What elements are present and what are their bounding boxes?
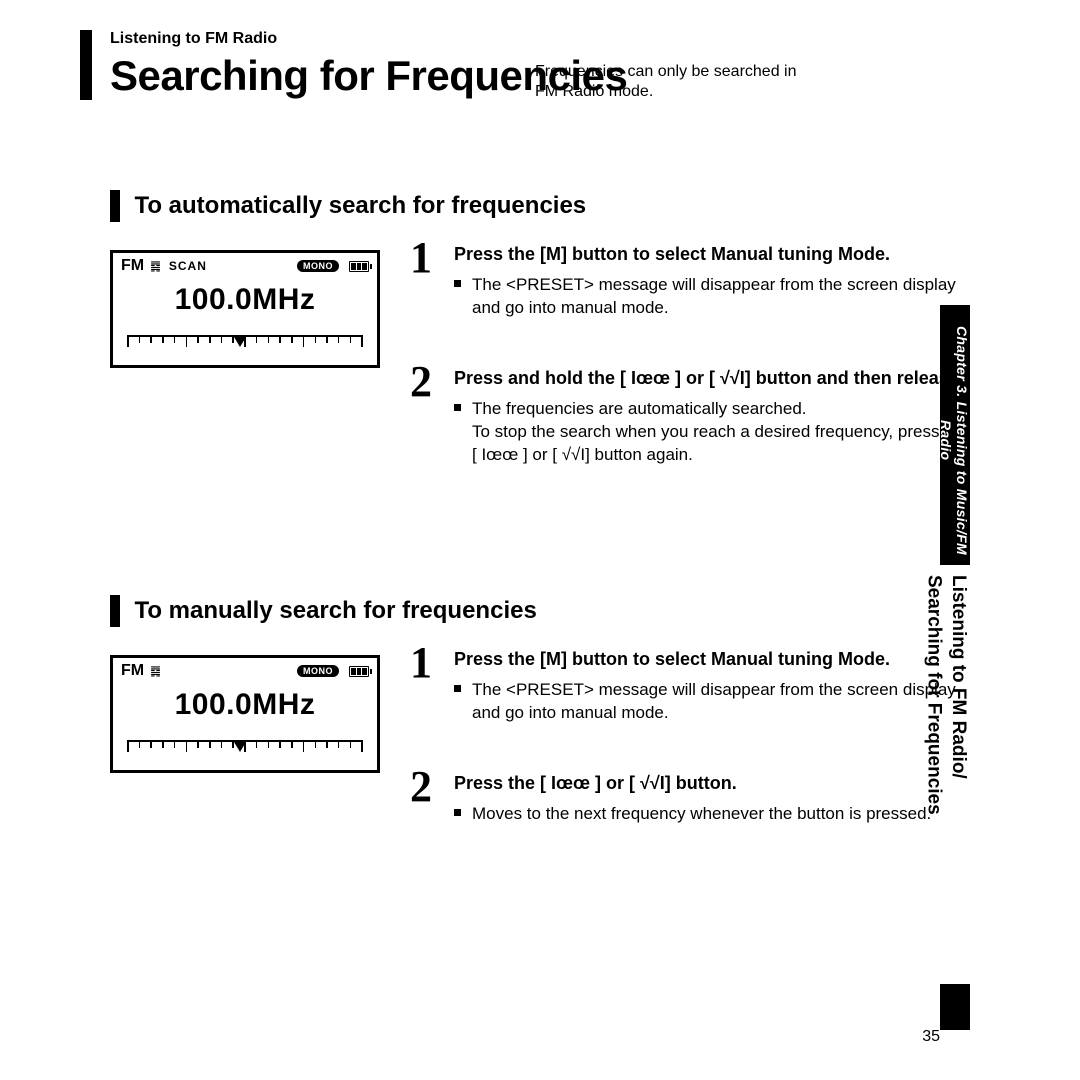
section-manual-search: To manually search for frequencies FM ䷸ … (110, 595, 537, 627)
header-accent-bar (80, 30, 92, 100)
step-heading: Press the [ Iœœ ] or [ √√I] button. (454, 771, 970, 795)
m-button-label: M (546, 647, 561, 671)
mono-badge: MONO (297, 260, 339, 272)
lcd-display-manual: FM ䷸ MONO 100.0MHz (110, 655, 380, 773)
lcd-status-bar: FM ䷸ SCAN MONO (113, 253, 377, 275)
frequency-readout: 100.0MHz (113, 283, 377, 317)
scan-label: SCAN (169, 259, 207, 273)
step-detail: The <PRESET> message will disappear from… (454, 679, 970, 725)
antenna-icon: ䷸ (150, 664, 161, 678)
tuning-marker-icon (234, 337, 246, 347)
step-number: 1 (410, 232, 432, 283)
side-tab: Chapter 3. Listening to Music/FM Radio L… (940, 305, 970, 925)
step-item: 1 Press the [M] button to select Manual … (410, 647, 970, 725)
step-detail: The frequencies are automatically search… (454, 398, 970, 467)
step-number: 1 (410, 637, 432, 688)
subtitle-line-1: Frequencies can only be searched in (535, 63, 797, 80)
step-item: 2 Press the [ Iœœ ] or [ √√I] button. Mo… (410, 771, 970, 826)
step-item: 2 Press and hold the [ Iœœ ] or [ √√I] b… (410, 366, 970, 467)
step-heading: Press the [M] button to select Manual tu… (454, 647, 970, 671)
section-title: To manually search for frequencies (134, 597, 536, 625)
lcd-status-bar: FM ䷸ MONO (113, 658, 377, 680)
fm-label: FM (121, 257, 144, 275)
steps-auto: 1 Press the [M] button to select Manual … (410, 242, 970, 497)
frequency-ruler (127, 740, 363, 760)
subtitle-line-2: FM Radio mode. (535, 83, 653, 100)
mono-badge: MONO (297, 665, 339, 677)
section-accent-bar (110, 595, 120, 627)
frequency-readout: 100.0MHz (113, 688, 377, 722)
steps-manual: 1 Press the [M] button to select Manual … (410, 647, 970, 856)
step-detail: Moves to the next frequency whenever the… (454, 803, 970, 826)
bullet-icon (454, 809, 461, 816)
fm-label: FM (121, 662, 144, 680)
page-number: 35 (922, 1028, 940, 1046)
section-auto-search: To automatically search for frequencies … (110, 190, 586, 222)
frequency-ruler (127, 335, 363, 355)
step-heading: Press the [M] button to select Manual tu… (454, 242, 970, 266)
battery-icon (349, 261, 369, 272)
topic-tab: Listening to FM Radio/ Searching for Fre… (921, 565, 970, 925)
step-item: 1 Press the [M] button to select Manual … (410, 242, 970, 320)
bullet-icon (454, 404, 461, 411)
bullet-icon (454, 685, 461, 692)
manual-page: Listening to FM Radio Searching for Freq… (80, 30, 980, 1050)
battery-icon (349, 666, 369, 677)
lcd-display-auto: FM ䷸ SCAN MONO 100.0MHz (110, 250, 380, 368)
step-detail: The <PRESET> message will disappear from… (454, 274, 970, 320)
step-number: 2 (410, 356, 432, 407)
chapter-tab: Chapter 3. Listening to Music/FM Radio (940, 305, 970, 565)
m-button-label: M (546, 242, 561, 266)
page-subtitle: Frequencies can only be searched in FM R… (535, 62, 797, 102)
bullet-icon (454, 280, 461, 287)
section-accent-bar (110, 190, 120, 222)
section-title: To automatically search for frequencies (134, 192, 586, 220)
corner-decoration (940, 984, 970, 1030)
step-heading: Press and hold the [ Iœœ ] or [ √√I] but… (454, 366, 970, 390)
breadcrumb: Listening to FM Radio (110, 30, 627, 48)
tuning-marker-icon (234, 742, 246, 752)
step-number: 2 (410, 761, 432, 812)
antenna-icon: ䷸ (150, 259, 161, 273)
